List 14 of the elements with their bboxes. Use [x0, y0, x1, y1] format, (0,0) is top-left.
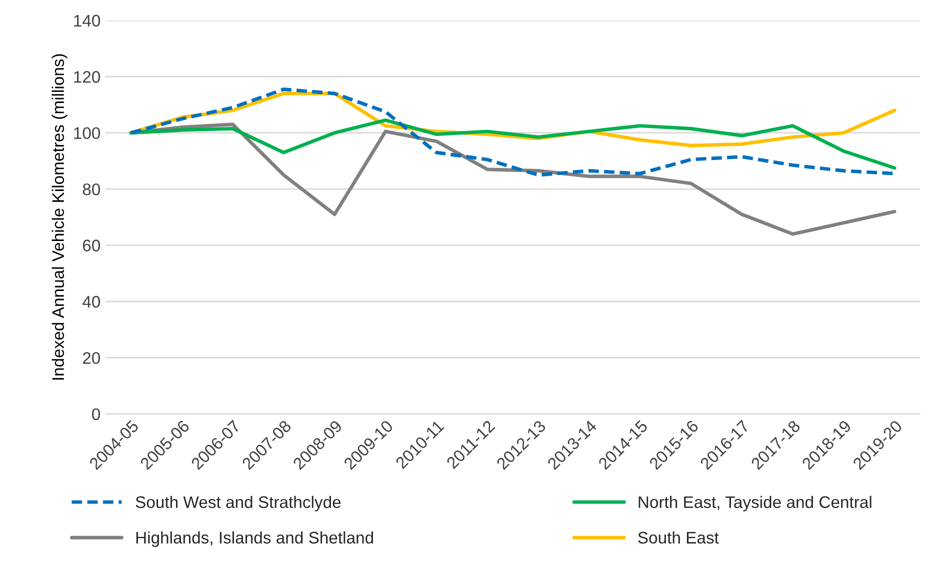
y-tick-label: 20 [82, 352, 100, 364]
legend-label: South East [638, 531, 719, 544]
y-tick-label: 140 [74, 14, 100, 27]
legend-label: North East, Tayside and Central [638, 496, 872, 512]
legend-label: Highlands, Islands and Shetland [136, 531, 374, 547]
y-tick-label: 0 [92, 408, 100, 420]
y-tick-label: 60 [82, 240, 100, 252]
y-axis-title: Indexed Annual Vehicle Kilometres (millions) [52, 54, 68, 380]
line-series [129, 118, 896, 170]
y-tick-label: 40 [82, 296, 100, 308]
y-tick-label: 120 [74, 71, 100, 83]
y-tick-label: 100 [74, 127, 100, 140]
legend-label: South West and Strathclyde [136, 496, 341, 512]
y-tick-label: 80 [82, 183, 100, 196]
